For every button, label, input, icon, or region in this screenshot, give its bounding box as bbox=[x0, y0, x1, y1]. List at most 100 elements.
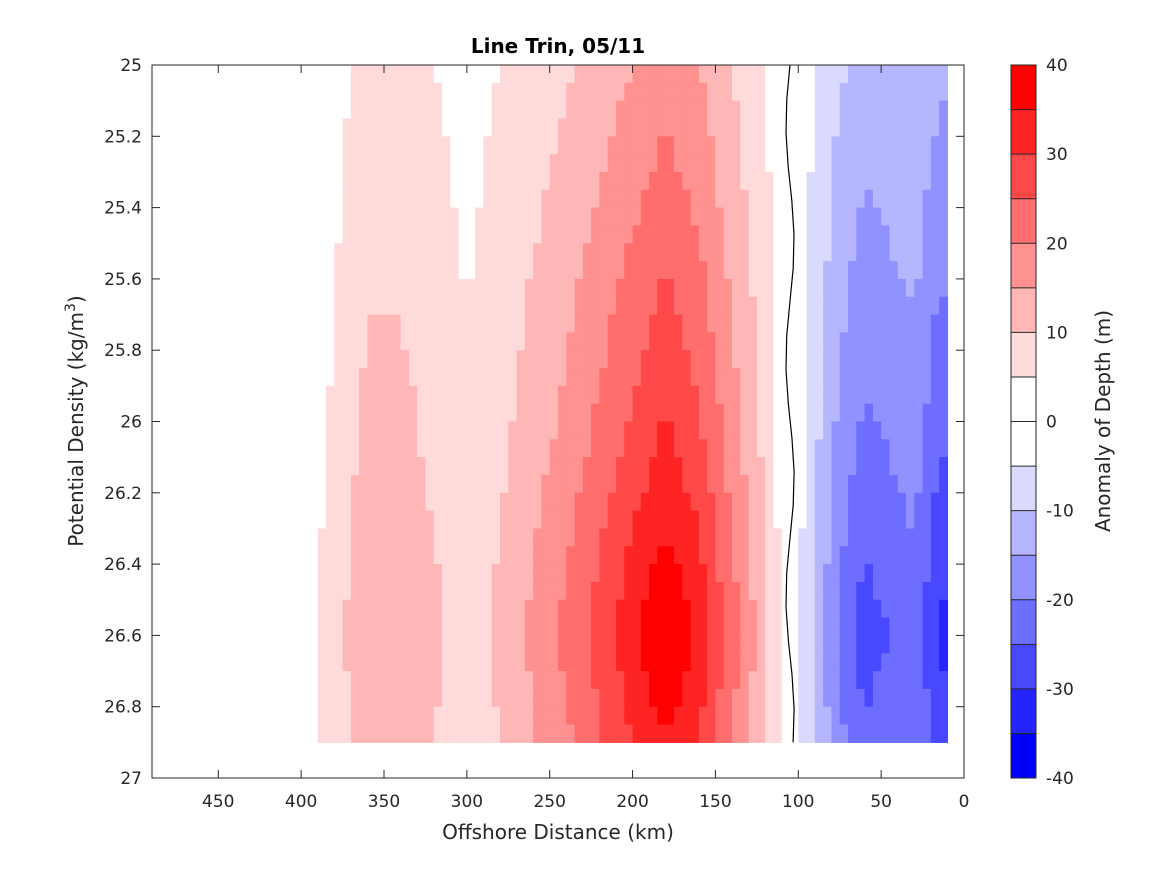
contour-cell bbox=[276, 546, 286, 565]
contour-cell bbox=[872, 439, 882, 458]
contour-cell bbox=[616, 65, 625, 84]
contour-cell bbox=[152, 671, 161, 690]
contour-cell bbox=[640, 564, 650, 583]
contour-cell bbox=[640, 261, 650, 280]
contour-cell bbox=[839, 546, 849, 565]
contour-cell bbox=[284, 581, 294, 601]
contour-cell bbox=[599, 706, 609, 726]
contour-cell bbox=[442, 581, 451, 601]
contour-cell bbox=[582, 136, 592, 155]
contour-cell bbox=[400, 706, 410, 726]
contour-cell bbox=[649, 403, 659, 423]
contour-cell bbox=[301, 671, 311, 690]
contour-cell bbox=[392, 653, 402, 672]
contour-cell bbox=[218, 510, 228, 530]
contour-cell bbox=[425, 314, 435, 333]
contour-cell bbox=[508, 492, 518, 512]
contour-cell bbox=[723, 171, 733, 191]
contour-cell bbox=[665, 510, 675, 530]
contour-cell bbox=[897, 296, 907, 316]
contour-cell bbox=[259, 546, 269, 565]
contour-cell bbox=[226, 65, 236, 84]
contour-cell bbox=[375, 136, 385, 155]
contour-cell bbox=[210, 278, 219, 298]
contour-cell bbox=[425, 385, 435, 405]
contour-cell bbox=[408, 278, 418, 298]
contour-cell bbox=[848, 439, 857, 458]
contour-cell bbox=[392, 296, 402, 316]
contour-cell bbox=[632, 278, 642, 298]
contour-cell bbox=[268, 546, 277, 565]
contour-cell bbox=[400, 100, 410, 120]
contour-cell bbox=[558, 653, 567, 672]
contour-cell bbox=[541, 403, 551, 423]
contour-cell bbox=[814, 82, 824, 102]
contour-cell bbox=[491, 403, 501, 423]
contour-cell bbox=[466, 261, 476, 280]
contour-cell bbox=[690, 457, 700, 476]
contour-cell bbox=[210, 332, 219, 351]
contour-cell bbox=[309, 368, 319, 387]
contour-cell bbox=[790, 314, 799, 333]
contour-cell bbox=[500, 724, 509, 743]
contour-cell bbox=[367, 492, 377, 512]
contour-cell bbox=[301, 706, 311, 726]
contour-cell bbox=[914, 118, 924, 137]
contour-cell bbox=[284, 510, 294, 530]
contour-cell bbox=[500, 688, 509, 708]
contour-cell bbox=[408, 421, 418, 440]
contour-cell bbox=[906, 671, 915, 690]
y-tick-label: 26.2 bbox=[104, 484, 142, 504]
contour-cell bbox=[168, 510, 178, 530]
contour-cell bbox=[408, 581, 418, 601]
contour-cell bbox=[814, 688, 824, 708]
contour-cell bbox=[500, 100, 509, 120]
contour-cell bbox=[798, 403, 808, 423]
contour-cell bbox=[756, 171, 766, 191]
contour-cell bbox=[607, 118, 617, 137]
contour-cell bbox=[549, 314, 559, 333]
contour-cell bbox=[839, 635, 849, 654]
contour-cell bbox=[317, 136, 327, 155]
contour-cell bbox=[906, 564, 915, 583]
contour-cell bbox=[690, 154, 700, 173]
contour-cell bbox=[152, 635, 161, 654]
x-tick-label: 0 bbox=[959, 792, 970, 812]
contour-cell bbox=[864, 100, 874, 120]
contour-cell bbox=[914, 474, 924, 494]
contour-cell bbox=[218, 688, 228, 708]
contour-cell bbox=[790, 207, 799, 227]
contour-cell bbox=[176, 385, 186, 405]
contour-cell bbox=[756, 296, 766, 316]
contour-cell bbox=[624, 564, 634, 583]
contour-cell bbox=[599, 492, 609, 512]
contour-cell bbox=[881, 189, 891, 209]
contour-cell bbox=[524, 671, 534, 690]
contour-cell bbox=[665, 439, 675, 458]
contour-cell bbox=[458, 724, 468, 743]
contour-cell bbox=[889, 421, 899, 440]
contour-cell bbox=[748, 314, 758, 333]
contour-cell bbox=[657, 653, 667, 672]
contour-cell bbox=[599, 65, 609, 84]
contour-cell bbox=[682, 403, 692, 423]
contour-cell bbox=[889, 635, 899, 654]
contour-cell bbox=[342, 261, 352, 280]
contour-cell bbox=[226, 189, 236, 209]
contour-cell bbox=[856, 403, 866, 423]
contour-cell bbox=[698, 671, 708, 690]
contour-cell bbox=[889, 189, 899, 209]
contour-cell bbox=[773, 688, 783, 708]
contour-cell bbox=[806, 368, 816, 387]
contour-cell bbox=[939, 332, 949, 351]
contour-cell bbox=[541, 314, 551, 333]
contour-cell bbox=[201, 706, 211, 726]
contour-cell bbox=[483, 724, 493, 743]
contour-cell bbox=[889, 581, 899, 601]
contour-cell bbox=[226, 439, 236, 458]
contour-cell bbox=[301, 368, 311, 387]
contour-cell bbox=[881, 261, 891, 280]
contour-cell bbox=[591, 332, 601, 351]
contour-cell bbox=[756, 564, 766, 583]
